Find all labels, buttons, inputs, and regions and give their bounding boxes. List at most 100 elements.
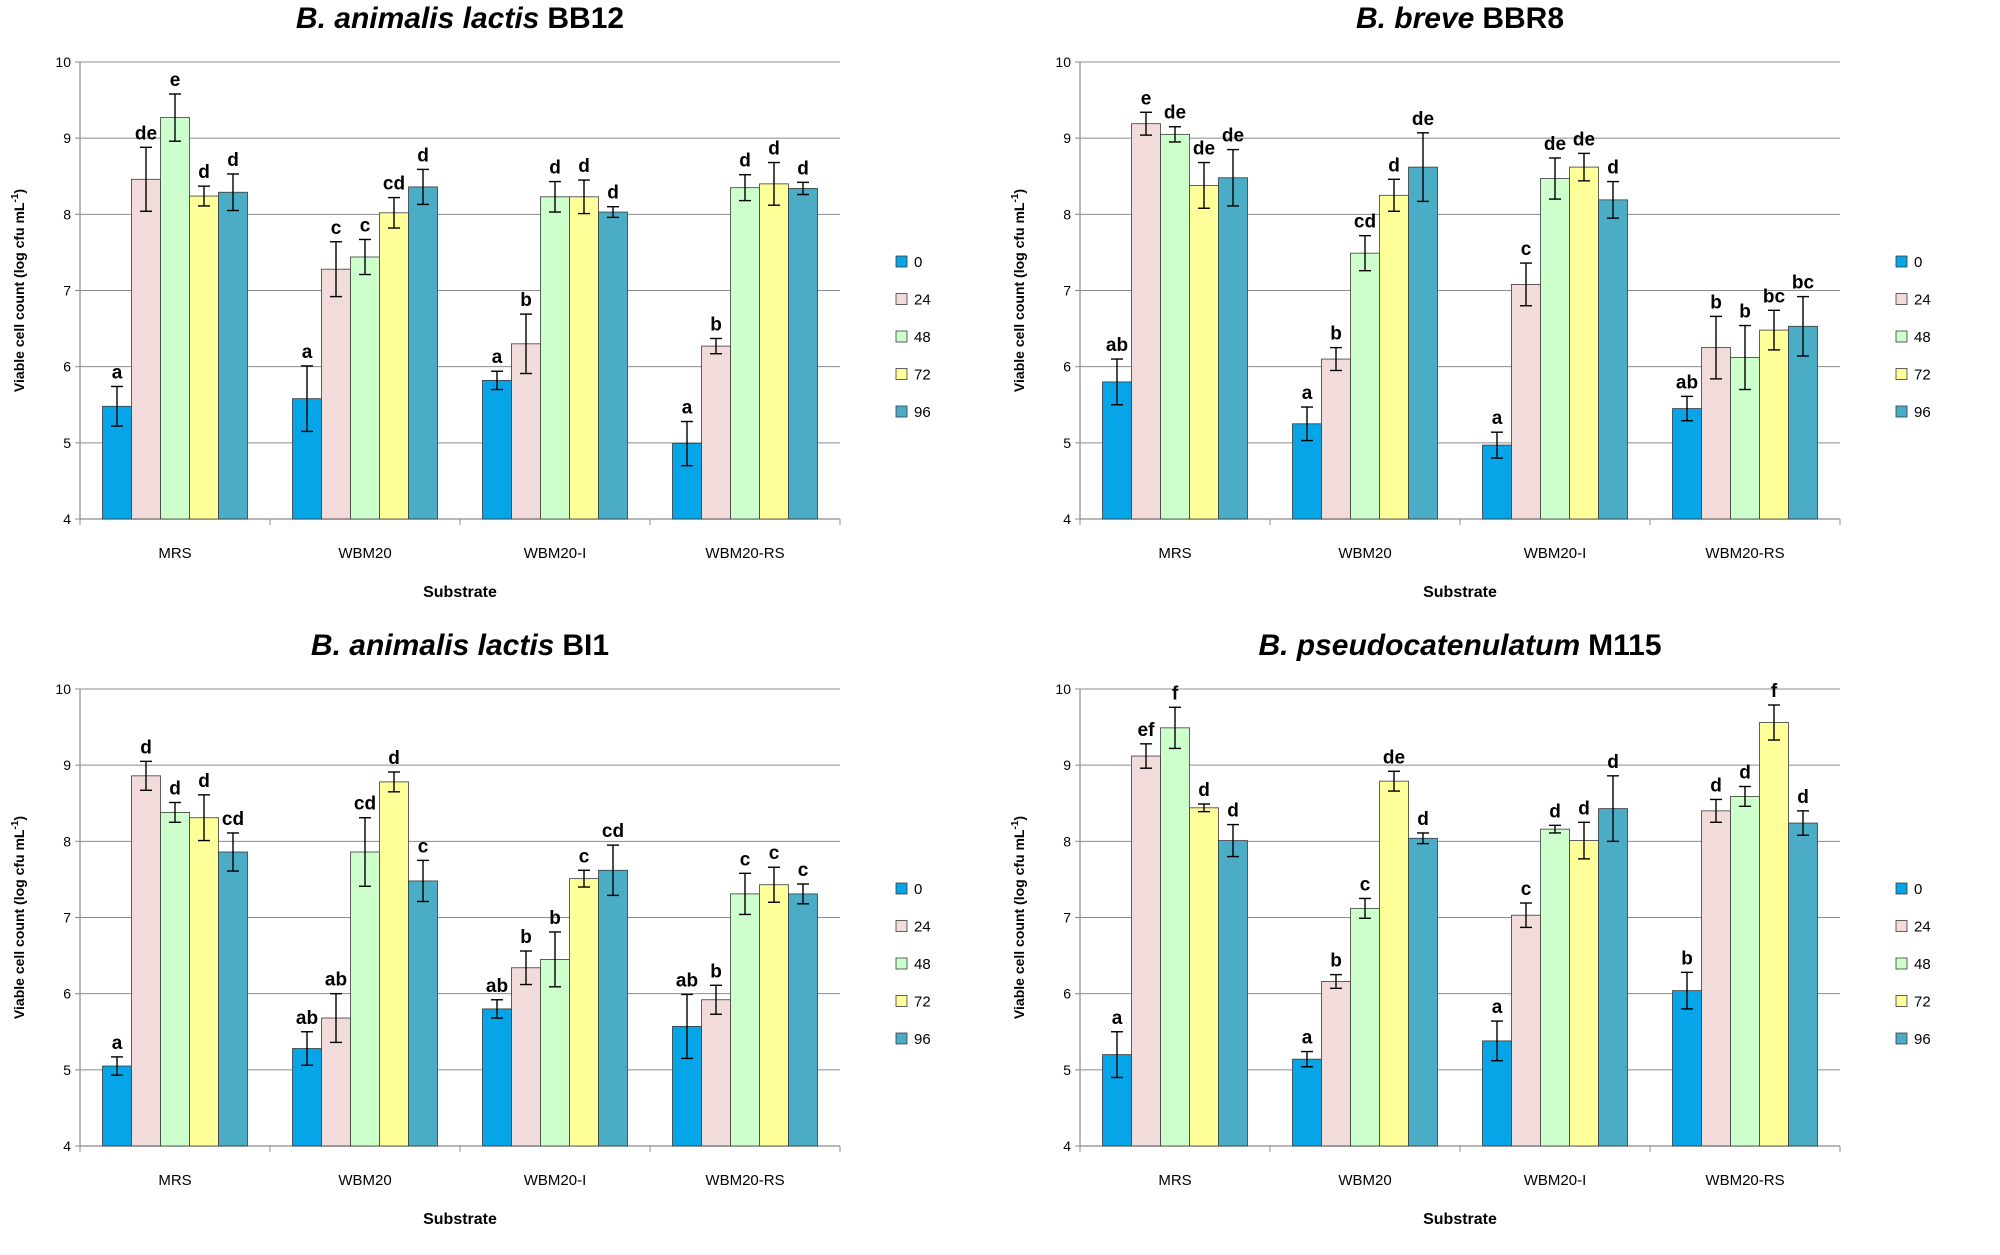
y-tick-label: 10 [1055,54,1071,70]
legend-label: 0 [914,254,922,271]
significance-letter: f [1771,681,1778,702]
bar [1788,822,1818,1147]
legend-swatch [895,255,908,268]
y-axis-label-text: Viable cell count (log cfu mL [11,202,27,392]
bar [730,893,760,1147]
significance-letter: cd [1354,212,1376,233]
significance-letter: a [1302,383,1313,404]
y-tick-label: 9 [1063,130,1071,146]
chart-title: B. breve BBR8 [1356,2,1564,35]
significance-letter: ab [325,970,347,991]
chart-panel-bi1: B. animalis lactis BI1 4 5 6 7 8 9 10 MRS WBM20 WBM… [0,627,1000,1254]
bar [189,817,219,1147]
legend-swatch [1895,405,1908,418]
significance-letter: c [418,836,429,857]
bar [1160,727,1190,1147]
bar [1321,981,1351,1147]
significance-letter: d [1739,762,1751,783]
significance-letter: c [331,218,342,239]
legend-label: 72 [1914,367,1931,384]
y-axis-label-text: Viable cell count (log cfu mL [1011,202,1027,392]
significance-letter: d [169,778,181,799]
y-tick-label: 8 [63,206,71,222]
y-tick-label: 4 [1063,1138,1071,1154]
legend-label: 72 [1914,994,1931,1011]
bar [701,999,731,1147]
significance-letter: de [1412,109,1434,130]
chart-title: B. pseudocatenulatum M115 [1258,629,1661,662]
y-tick-label: 6 [1063,359,1071,375]
chart-panel-bb12: B. animalis lactis BB12 4 5 6 7 8 9 10 MRS WBM20 WB… [0,0,1000,627]
bar [1218,177,1248,520]
bar [788,188,818,520]
significance-letter: d [1198,780,1210,801]
bar [511,967,541,1147]
chart-svg: B. pseudocatenulatum M115 4 5 6 7 8 9 10 MRS WBM20… [1010,629,1931,1228]
chart-title-plain: BBR8 [1482,2,1564,35]
bar [350,851,380,1147]
bar [1569,166,1599,520]
x-category-label: WBM20-I [1524,545,1587,562]
chart-title-italic: B. animalis lactis [311,629,554,662]
bar [540,196,570,520]
legend-swatch [895,330,908,343]
y-tick-label: 7 [1063,283,1071,299]
bar [1511,914,1541,1147]
y-axis-label-sup: -1 [10,820,21,829]
legend-label: 48 [1914,956,1931,973]
x-category-label: MRS [1158,1172,1191,1189]
y-axis-label-close: ) [1011,816,1027,821]
chart-title-plain: BB12 [547,2,624,35]
y-tick-label: 5 [1063,1062,1071,1078]
significance-letter: d [768,139,780,160]
bar [189,195,219,520]
legend-swatch [1895,368,1908,380]
bar [131,775,161,1147]
x-category-label: WBM20 [1338,1172,1391,1189]
bar [1788,325,1818,520]
bar [759,183,789,520]
legend-label: 0 [914,881,922,898]
significance-letter: a [682,398,693,419]
significance-letter: b [1681,948,1693,969]
chart-title: B. animalis lactis BB12 [296,2,624,35]
x-category-label: WBM20-RS [705,545,784,562]
legend-swatch [1895,293,1908,305]
legend-swatch [1895,330,1908,343]
y-axis-label-sup: -1 [1010,820,1021,829]
y-tick-label: 4 [63,1138,71,1154]
bar [540,958,570,1147]
legend-swatch [1895,920,1908,932]
legend-swatch [895,368,908,380]
y-tick-label: 9 [63,130,71,146]
y-axis-label: Viable cell count (log cfu mL-1) [1010,189,1027,392]
significance-letter: d [1549,801,1561,822]
bar [408,880,438,1147]
significance-letter: e [170,70,181,91]
significance-letter: de [1193,139,1215,160]
y-tick-label: 6 [63,359,71,375]
significance-letter: d [1417,809,1429,830]
significance-letter: b [520,290,532,311]
legend-label: 72 [914,367,931,384]
x-category-label: WBM20-RS [1705,545,1784,562]
legend-label: 24 [1914,292,1931,309]
significance-letter: de [135,123,157,144]
chart-title-plain: BI1 [562,629,609,662]
chart-panel-m115: B. pseudocatenulatum M115 4 5 6 7 8 9 10 MRS WBM20… [1000,627,2000,1254]
significance-letter: b [1330,951,1342,972]
bar [598,869,628,1147]
significance-letter: e [1141,88,1152,109]
bar [1540,178,1570,520]
y-tick-label: 4 [1063,511,1071,527]
significance-letter: d [549,158,561,179]
significance-letter: d [1710,775,1722,796]
significance-letter: c [579,846,590,867]
y-tick-label: 8 [1063,833,1071,849]
bar [160,117,190,520]
legend-label: 0 [1914,254,1922,271]
y-tick-label: 5 [63,435,71,451]
y-axis-label-close: ) [11,816,27,821]
y-tick-label: 4 [63,511,71,527]
y-tick-label: 10 [55,54,71,70]
